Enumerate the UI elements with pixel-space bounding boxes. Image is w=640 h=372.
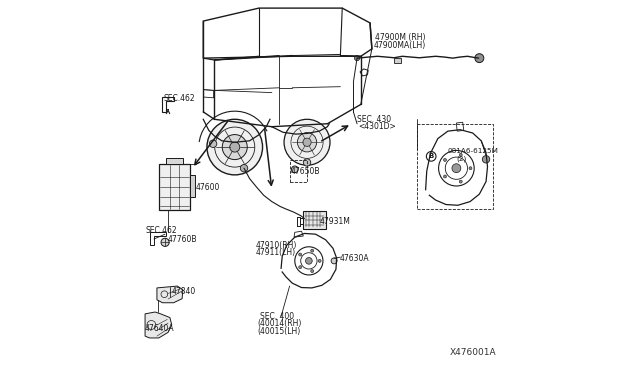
Text: (40014(RH): (40014(RH) bbox=[257, 320, 301, 328]
Text: 47640A: 47640A bbox=[145, 324, 175, 333]
Circle shape bbox=[299, 253, 301, 256]
Bar bbox=[394, 58, 401, 63]
Text: SEC. 430: SEC. 430 bbox=[357, 115, 391, 124]
Text: <4301D>: <4301D> bbox=[358, 122, 396, 131]
Polygon shape bbox=[159, 164, 190, 210]
Text: 47900MA(LH): 47900MA(LH) bbox=[374, 41, 426, 50]
Text: B: B bbox=[429, 153, 434, 159]
Circle shape bbox=[469, 167, 472, 170]
Circle shape bbox=[331, 258, 337, 264]
Circle shape bbox=[303, 159, 311, 166]
Circle shape bbox=[460, 153, 462, 156]
Polygon shape bbox=[190, 175, 195, 197]
Text: 47900M (RH): 47900M (RH) bbox=[375, 33, 426, 42]
Circle shape bbox=[209, 140, 217, 147]
Circle shape bbox=[240, 164, 248, 172]
Circle shape bbox=[475, 54, 484, 62]
Circle shape bbox=[207, 119, 262, 175]
Text: SEC.462: SEC.462 bbox=[164, 94, 195, 103]
Circle shape bbox=[311, 249, 314, 252]
Circle shape bbox=[298, 132, 317, 152]
Circle shape bbox=[305, 257, 312, 264]
Text: (40015(LH): (40015(LH) bbox=[257, 327, 300, 336]
Text: 081A6-6125M: 081A6-6125M bbox=[448, 148, 499, 154]
Text: (2): (2) bbox=[456, 156, 467, 162]
Text: 47760B: 47760B bbox=[168, 235, 198, 244]
Text: 47910(RH): 47910(RH) bbox=[255, 241, 296, 250]
Text: 47931M: 47931M bbox=[319, 217, 350, 226]
Text: 47600: 47600 bbox=[196, 183, 220, 192]
Circle shape bbox=[161, 238, 169, 246]
Text: 47650B: 47650B bbox=[291, 167, 321, 176]
Text: 47840: 47840 bbox=[172, 287, 196, 296]
Bar bbox=[417, 125, 493, 209]
Circle shape bbox=[284, 119, 330, 165]
Text: X476001A: X476001A bbox=[449, 348, 496, 357]
Circle shape bbox=[444, 175, 447, 178]
Text: 47911(LH): 47911(LH) bbox=[255, 248, 295, 257]
Text: 47630A: 47630A bbox=[339, 254, 369, 263]
Polygon shape bbox=[157, 286, 183, 303]
Circle shape bbox=[230, 142, 240, 152]
Circle shape bbox=[444, 158, 447, 161]
Circle shape bbox=[303, 138, 311, 147]
Circle shape bbox=[222, 135, 247, 160]
Bar bbox=[303, 211, 326, 229]
Circle shape bbox=[483, 155, 490, 163]
Circle shape bbox=[299, 266, 301, 269]
Bar bbox=[290, 160, 307, 182]
Circle shape bbox=[318, 259, 321, 262]
Text: SEC. 400: SEC. 400 bbox=[260, 312, 294, 321]
Circle shape bbox=[311, 270, 314, 273]
Text: SEC.462: SEC.462 bbox=[146, 226, 177, 235]
Circle shape bbox=[355, 55, 360, 61]
Circle shape bbox=[452, 164, 461, 173]
Polygon shape bbox=[145, 312, 172, 338]
Circle shape bbox=[460, 180, 462, 183]
Circle shape bbox=[291, 166, 298, 173]
Polygon shape bbox=[166, 158, 183, 164]
